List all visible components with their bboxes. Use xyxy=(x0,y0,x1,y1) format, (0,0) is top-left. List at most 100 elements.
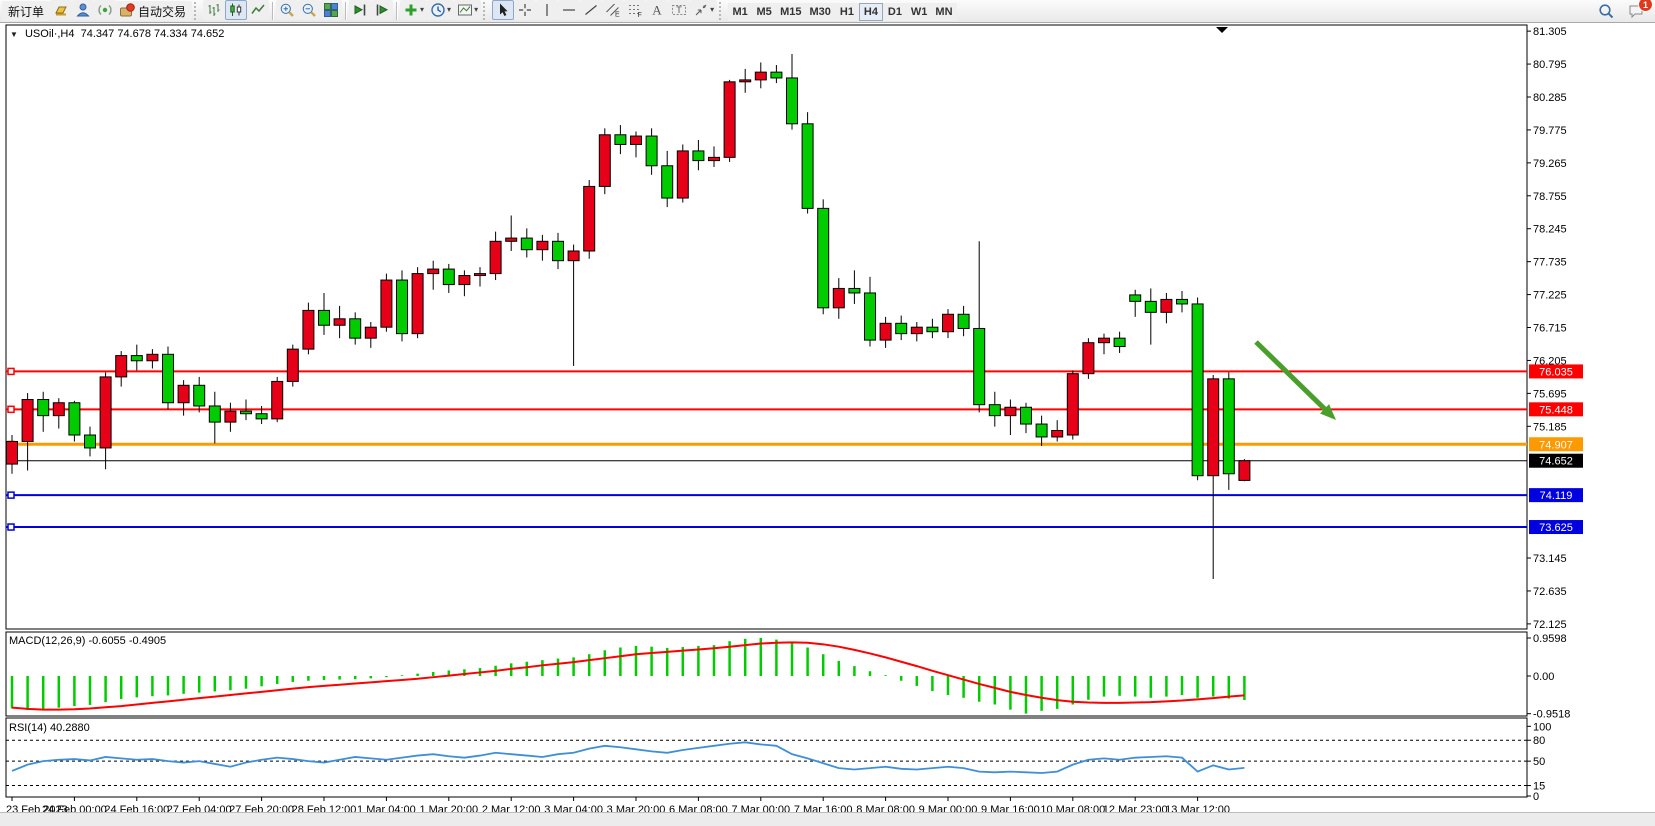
candle-body xyxy=(895,322,908,335)
chevron-down-icon[interactable]: ▾ xyxy=(710,5,715,14)
line-anchor-handle[interactable] xyxy=(7,405,15,414)
time-tick-label: 10 Mar 08:00 xyxy=(1040,804,1105,812)
candle-body xyxy=(130,355,143,362)
candle-body xyxy=(786,77,798,125)
rsi-tick-label: 100 xyxy=(1533,721,1551,733)
rsi-line xyxy=(11,741,1245,774)
indicators-button[interactable]: ▾ xyxy=(400,0,428,20)
candle-body xyxy=(1051,429,1064,438)
candle-body xyxy=(52,402,65,417)
candle-body xyxy=(396,279,408,335)
signal-button[interactable] xyxy=(94,0,117,20)
templates-button[interactable]: ▾ xyxy=(454,0,482,20)
price-axis[interactable]: 81.305 80.795 80.285 79.775 79.265 78.755 78.2… xyxy=(1527,26,1583,631)
timeframe-button-d1[interactable]: D1 xyxy=(882,2,907,21)
toolbar-drag-handle[interactable] xyxy=(194,2,201,20)
chart-symbol-period: USOil·,H4 xyxy=(24,28,75,40)
fibonacci-button[interactable]: F xyxy=(624,0,647,20)
candlestick-chart-button[interactable] xyxy=(225,0,248,20)
line-chart-icon xyxy=(250,2,266,18)
search-icon[interactable] xyxy=(1595,1,1617,21)
periods-button[interactable]: ▾ xyxy=(427,0,455,20)
crosshair-button[interactable] xyxy=(514,0,537,20)
candle-body xyxy=(1129,294,1142,302)
vertical-line-button[interactable] xyxy=(536,0,559,20)
candle-body xyxy=(302,309,315,350)
zoom-in-button[interactable] xyxy=(276,0,299,20)
chevron-down-icon[interactable]: ▾ xyxy=(420,5,425,14)
bars-chart-icon xyxy=(206,2,222,18)
candle-body xyxy=(193,384,206,407)
chart-title: ▼ USOil·,H4 74.347 74.678 74.334 74.652 xyxy=(10,28,224,40)
chevron-down-icon[interactable]: ▾ xyxy=(474,5,479,14)
text-label-button[interactable]: T xyxy=(668,0,691,20)
arrows-button[interactable]: ▾ xyxy=(690,0,718,20)
horizontal-line-button[interactable] xyxy=(558,0,581,20)
new-order-button[interactable]: 新订单 xyxy=(2,1,51,21)
candle-body xyxy=(411,273,424,335)
price-badge-label: 74.652 xyxy=(1539,456,1573,468)
line-anchor-handle[interactable] xyxy=(7,491,15,499)
price-tick-label: 81.305 xyxy=(1533,26,1567,38)
timeframe-button-mn[interactable]: MN xyxy=(931,2,957,21)
rsi-pane[interactable] xyxy=(5,717,1528,798)
chart-canvas[interactable]: 81.305 80.795 80.285 79.775 79.265 78.755 78.2… xyxy=(0,23,1655,812)
timeframe-button-m30[interactable]: M30 xyxy=(805,2,835,21)
timeframe-button-h4[interactable]: H4 xyxy=(858,2,883,21)
candle-body xyxy=(1222,378,1235,475)
auto-trading-button[interactable]: 自动交易 xyxy=(116,1,193,21)
candle-body xyxy=(240,410,252,415)
candle-body xyxy=(1004,406,1017,417)
horizontal-levels xyxy=(6,367,1527,531)
tile-windows-button[interactable] xyxy=(320,0,343,20)
timeframe-button-w1[interactable]: W1 xyxy=(906,2,932,21)
chart-shift-marker[interactable] xyxy=(1216,27,1228,33)
indicators-icon xyxy=(403,2,419,18)
timeframe-button-m15[interactable]: M15 xyxy=(776,2,806,21)
auto-scroll-button[interactable] xyxy=(349,0,372,20)
chart-shift-button[interactable] xyxy=(371,0,394,20)
trendline-icon xyxy=(583,2,599,18)
timeframe-button-h1[interactable]: H1 xyxy=(834,2,859,21)
candle-body xyxy=(380,279,393,328)
price-pane[interactable] xyxy=(5,24,1528,630)
cursor-button[interactable] xyxy=(492,0,515,20)
price-tick-label: 77.225 xyxy=(1533,290,1567,302)
price-level-badge xyxy=(1529,488,1583,503)
zoom-out-button[interactable] xyxy=(298,0,321,20)
candle-body xyxy=(552,240,564,262)
candle-body xyxy=(614,134,627,145)
timeframe-button-m5[interactable]: M5 xyxy=(752,2,777,21)
auto-trading-icon xyxy=(119,3,135,19)
candle-body xyxy=(1020,406,1032,425)
gold-ingot-button[interactable] xyxy=(50,0,73,20)
zoom-out-icon xyxy=(301,2,317,18)
rsi-value: 40.2880 xyxy=(49,722,90,734)
signal-icon xyxy=(97,2,113,18)
trendline-button[interactable] xyxy=(580,0,603,20)
time-tick-label: 9 Mar 16:00 xyxy=(981,804,1040,812)
line-chart-button[interactable] xyxy=(247,0,270,20)
trend-arrow[interactable] xyxy=(1254,340,1331,416)
toolbar-drag-handle[interactable] xyxy=(719,2,726,20)
chevron-down-icon[interactable]: ▾ xyxy=(447,5,452,14)
candle-body xyxy=(1035,423,1048,438)
text-button[interactable]: A xyxy=(646,0,669,20)
candle-body xyxy=(708,156,720,162)
bars-chart-button[interactable] xyxy=(203,0,226,20)
person-button[interactable] xyxy=(72,0,95,20)
candle-body xyxy=(910,326,923,335)
channel-button[interactable]: E xyxy=(602,0,625,20)
candle-body xyxy=(661,165,674,199)
horizontal-line-icon xyxy=(561,2,577,18)
toolbar-drag-handle[interactable] xyxy=(483,2,490,20)
candle-body xyxy=(926,326,939,333)
macd-pane[interactable] xyxy=(5,631,1528,717)
timeframe-button-m1[interactable]: M1 xyxy=(728,2,753,21)
candle-body xyxy=(973,327,986,406)
line-anchor-handle[interactable] xyxy=(7,367,15,376)
time-tick-label: 24 Feb 16:00 xyxy=(104,804,169,812)
symbol-dropdown-icon[interactable]: ▼ xyxy=(10,30,18,39)
line-anchor-handle[interactable] xyxy=(7,523,15,531)
